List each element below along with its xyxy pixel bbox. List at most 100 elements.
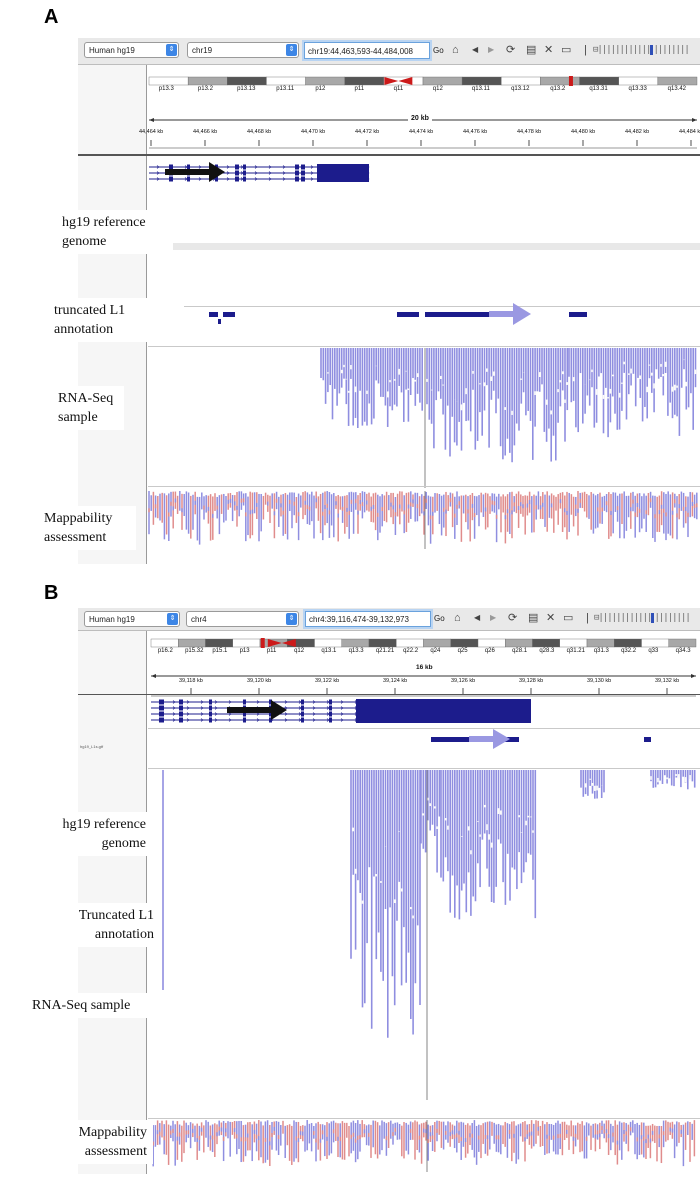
exon bbox=[235, 170, 239, 176]
panel-a-l1-track bbox=[209, 303, 587, 325]
strand-arrow bbox=[282, 165, 286, 169]
strand-arrow bbox=[226, 171, 230, 175]
go-button[interactable]: Go bbox=[434, 614, 445, 623]
span-arrow-left bbox=[151, 674, 156, 678]
panel-a-rnaseq-track bbox=[320, 348, 697, 488]
exon bbox=[329, 711, 332, 717]
ideogram-band bbox=[150, 638, 179, 648]
exon bbox=[301, 699, 304, 705]
ideogram-band-label: p11 bbox=[354, 86, 365, 92]
exon bbox=[243, 170, 246, 176]
exon bbox=[159, 717, 164, 723]
exon bbox=[243, 699, 246, 705]
exon bbox=[243, 164, 246, 170]
ideogram-band-label: q22.2 bbox=[403, 648, 419, 654]
panel-a-toolbar: Human hg19 ⇕ chr19 ⇕ chr19:44,463,593-44,4… bbox=[78, 38, 700, 65]
go-button[interactable]: Go bbox=[433, 46, 444, 55]
ruler-tick-label: 44,476 kb bbox=[463, 129, 488, 135]
strand-arrow bbox=[172, 706, 176, 710]
ruler-tick-label: 39,118 kb bbox=[179, 678, 203, 684]
panel-b-label: B bbox=[44, 582, 59, 604]
exon bbox=[269, 711, 272, 717]
black-arrow-shaft bbox=[227, 707, 273, 713]
strand-arrow bbox=[156, 165, 160, 169]
strand-arrow bbox=[156, 171, 160, 175]
back-icon[interactable]: ◀ bbox=[474, 613, 481, 622]
ideogram-band-label: q13.11 bbox=[471, 86, 490, 92]
refresh-icon[interactable]: ⟳ bbox=[508, 612, 518, 624]
panel-a-l1-label: truncated L1 annotation bbox=[48, 298, 184, 342]
divider-icon: | bbox=[586, 612, 589, 624]
popup-icon[interactable]: ▭ bbox=[561, 44, 572, 56]
locus-input[interactable]: chr19:44,463,593-44,484,008 bbox=[304, 42, 430, 59]
strand-arrow bbox=[254, 165, 258, 169]
lavender-arrow-head bbox=[493, 729, 510, 749]
panel-a-mappability-track bbox=[148, 491, 698, 549]
genome-select[interactable]: Human hg19 ⇕ bbox=[84, 611, 180, 627]
l1-element bbox=[223, 312, 235, 317]
panel-b-l1-separator bbox=[148, 728, 700, 729]
home-icon[interactable]: ⌂ bbox=[452, 44, 459, 56]
ideogram-band-label: q31.3 bbox=[593, 648, 609, 654]
exon bbox=[269, 699, 272, 705]
panel-b-reference-label: hg19 reference genome bbox=[40, 812, 152, 856]
centromere bbox=[398, 77, 413, 85]
span-arrow-left bbox=[149, 118, 154, 122]
popup-icon[interactable]: ▭ bbox=[563, 612, 574, 624]
region-icon[interactable]: ▤ bbox=[528, 612, 539, 624]
l1-element bbox=[425, 312, 521, 317]
ideogram-band bbox=[205, 638, 233, 648]
strand-arrow bbox=[284, 706, 288, 710]
home-icon[interactable]: ⌂ bbox=[454, 612, 461, 624]
ruler-tick-label: 39,130 kb bbox=[587, 678, 612, 684]
panel-b-l1-label: Truncated L1 annotation bbox=[40, 903, 160, 947]
region-icon[interactable]: ▤ bbox=[526, 44, 537, 56]
genome-select[interactable]: Human hg19 ⇕ bbox=[84, 42, 179, 58]
strand-arrow bbox=[186, 706, 190, 710]
strand-arrow bbox=[310, 177, 314, 181]
strand-arrow bbox=[340, 700, 344, 704]
chromosome-select[interactable]: chr19 ⇕ bbox=[187, 42, 299, 58]
strand-arrow bbox=[312, 706, 316, 710]
close-icon[interactable]: ✕ bbox=[544, 44, 554, 56]
panel-a-rna-separator bbox=[148, 346, 700, 347]
ideogram-band bbox=[341, 638, 370, 648]
strand-arrow bbox=[284, 700, 288, 704]
zoom-slider[interactable]: ⊟|||||||||||| |||||||| bbox=[594, 613, 691, 623]
refresh-icon[interactable]: ⟳ bbox=[506, 44, 516, 56]
panel-a-ideogram bbox=[148, 76, 698, 86]
l1-element bbox=[569, 312, 587, 317]
strand-arrow bbox=[214, 706, 218, 710]
strand-arrow bbox=[172, 700, 176, 704]
exon bbox=[215, 176, 218, 182]
ideogram-band bbox=[305, 76, 345, 86]
zoom-slider[interactable]: ⊟|||||||||||| |||||||| bbox=[593, 45, 690, 55]
panel-b-rna-separator bbox=[148, 768, 700, 769]
exon bbox=[209, 711, 212, 717]
close-icon[interactable]: ✕ bbox=[546, 612, 556, 624]
lavender-arrow-head bbox=[513, 303, 531, 325]
exon bbox=[235, 164, 239, 170]
panel-b-igv: Human hg19 ⇕ chr4 ⇕ chr4:39,116,474-39,132… bbox=[78, 608, 700, 1174]
back-icon[interactable]: ◀ bbox=[472, 45, 479, 54]
ideogram-band-label: p15.32 bbox=[185, 648, 204, 654]
ideogram-band bbox=[559, 638, 588, 648]
exon bbox=[209, 705, 212, 711]
chromosome-select[interactable]: chr4 ⇕ bbox=[186, 611, 299, 627]
exon bbox=[301, 170, 305, 176]
ruler-tick-label: 39,122 kb bbox=[315, 678, 340, 684]
panel-b-ideogram bbox=[150, 638, 697, 648]
strand-arrow bbox=[268, 177, 272, 181]
exon bbox=[295, 164, 299, 170]
forward-icon[interactable]: ▶ bbox=[490, 613, 497, 622]
strand-arrow bbox=[340, 718, 344, 722]
ideogram-band bbox=[668, 638, 697, 648]
ideogram-band bbox=[586, 638, 615, 648]
strand-arrow bbox=[268, 165, 272, 169]
locus-input[interactable]: chr4:39,116,474-39,132,973 bbox=[305, 611, 431, 627]
panel-b-track-name: hg19_L1s.gtf bbox=[80, 744, 104, 749]
ideogram-band-label: p11 bbox=[266, 648, 277, 654]
forward-icon[interactable]: ▶ bbox=[488, 45, 495, 54]
exon bbox=[159, 705, 164, 711]
strand-arrow bbox=[254, 177, 258, 181]
